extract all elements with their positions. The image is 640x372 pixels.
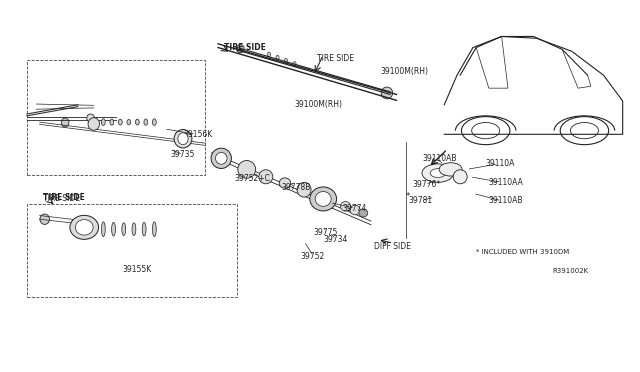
- Text: 39110AA: 39110AA: [489, 178, 524, 187]
- Text: 39110AB: 39110AB: [422, 154, 456, 163]
- Ellipse shape: [101, 222, 105, 237]
- Text: 39776*: 39776*: [412, 180, 441, 189]
- Text: 39734: 39734: [323, 235, 348, 244]
- Ellipse shape: [87, 114, 95, 122]
- Ellipse shape: [237, 45, 244, 53]
- Ellipse shape: [211, 148, 232, 169]
- Text: DIFF SIDE: DIFF SIDE: [374, 243, 411, 251]
- Ellipse shape: [268, 52, 271, 57]
- Text: 39100M(RH): 39100M(RH): [294, 100, 342, 109]
- Text: 39778B: 39778B: [282, 183, 311, 192]
- Text: * INCLUDED WITH 3910DM: * INCLUDED WITH 3910DM: [476, 250, 570, 256]
- Ellipse shape: [350, 205, 360, 215]
- Ellipse shape: [76, 219, 93, 235]
- Ellipse shape: [297, 182, 311, 197]
- Ellipse shape: [40, 214, 49, 224]
- Text: 39752: 39752: [301, 251, 325, 261]
- Ellipse shape: [152, 222, 156, 237]
- Ellipse shape: [293, 62, 296, 67]
- Text: 39774: 39774: [342, 203, 367, 213]
- Ellipse shape: [174, 129, 192, 148]
- Ellipse shape: [144, 119, 148, 125]
- Text: R391002K: R391002K: [552, 268, 589, 274]
- Ellipse shape: [111, 222, 115, 236]
- Ellipse shape: [238, 161, 255, 178]
- Ellipse shape: [310, 187, 337, 211]
- Ellipse shape: [122, 223, 125, 235]
- Text: 39781: 39781: [408, 196, 432, 205]
- Text: TIRE SIDE: TIRE SIDE: [43, 193, 84, 202]
- Ellipse shape: [259, 170, 273, 184]
- Ellipse shape: [88, 118, 100, 130]
- Ellipse shape: [279, 178, 291, 188]
- Text: TIRE SIDE: TIRE SIDE: [225, 43, 266, 52]
- Ellipse shape: [110, 119, 114, 125]
- Bar: [27, 205, 237, 297]
- Text: *: *: [406, 192, 410, 201]
- Text: 39775: 39775: [314, 228, 338, 237]
- Circle shape: [430, 169, 445, 177]
- Ellipse shape: [216, 153, 227, 164]
- Ellipse shape: [178, 133, 188, 145]
- Text: TIRE SIDE: TIRE SIDE: [317, 54, 354, 63]
- Bar: [27, 61, 205, 175]
- Ellipse shape: [340, 202, 351, 211]
- Text: TIRE SIDE: TIRE SIDE: [43, 195, 80, 203]
- Ellipse shape: [381, 87, 393, 99]
- Ellipse shape: [61, 118, 69, 127]
- Ellipse shape: [152, 119, 156, 125]
- Circle shape: [422, 164, 454, 182]
- Text: 39752+C: 39752+C: [234, 174, 270, 183]
- Ellipse shape: [101, 119, 105, 125]
- Ellipse shape: [127, 119, 131, 125]
- Circle shape: [439, 163, 462, 176]
- Ellipse shape: [118, 119, 122, 125]
- Ellipse shape: [284, 58, 287, 64]
- Ellipse shape: [136, 119, 140, 125]
- Text: 39155K: 39155K: [122, 264, 152, 273]
- Text: 39156K: 39156K: [183, 130, 212, 139]
- Ellipse shape: [359, 209, 368, 217]
- Ellipse shape: [276, 55, 279, 60]
- Ellipse shape: [70, 215, 99, 239]
- Ellipse shape: [453, 170, 467, 184]
- Text: 39100M(RH): 39100M(RH): [381, 67, 429, 76]
- Text: 39110AB: 39110AB: [489, 196, 524, 205]
- Text: 39735: 39735: [170, 150, 195, 159]
- Ellipse shape: [316, 192, 331, 206]
- Ellipse shape: [132, 223, 136, 235]
- Text: 39110A: 39110A: [486, 159, 515, 169]
- Ellipse shape: [142, 222, 146, 236]
